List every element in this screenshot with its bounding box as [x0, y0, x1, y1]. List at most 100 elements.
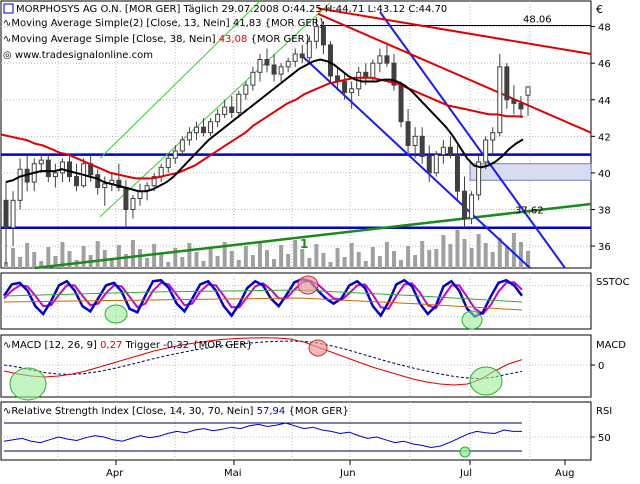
candle-body [412, 135, 418, 146]
volume-bar [279, 245, 284, 268]
candle-body [74, 176, 80, 187]
trend-lines: 48.06 37.62 1 [1, 0, 592, 270]
volume-bar [420, 241, 425, 268]
instrument-title: MORPHOSYS AG O.N. [MOR GER] Täglich 29.0… [16, 4, 447, 15]
volume-bar [67, 251, 72, 268]
volume-bar [222, 242, 227, 268]
indicator-series [2, 277, 524, 452]
candle-body [384, 55, 390, 64]
candle-body [151, 176, 157, 187]
volume-bar [511, 233, 516, 268]
resistance-line-upper [317, 7, 592, 56]
candle-body [215, 113, 221, 123]
volume-bar [518, 242, 523, 268]
rsi-label: RSI [596, 406, 612, 417]
candle-body [405, 121, 411, 146]
stoch-d-line [3, 279, 523, 316]
candle-body [285, 60, 291, 68]
candle-body [462, 190, 468, 220]
candle-body [454, 154, 460, 192]
long-term-trendline [34, 202, 592, 270]
stoch-signal-line-2 [3, 297, 523, 311]
candle-body [229, 106, 235, 114]
annotation-wave-1: 1 [300, 237, 308, 251]
volume-bar [39, 261, 44, 268]
volume-bar [307, 258, 312, 268]
volume-bar [363, 261, 368, 268]
volume-bar [95, 241, 100, 268]
moving-averages [0, 58, 524, 193]
volume-bar [272, 259, 277, 268]
volume-bar [490, 252, 495, 268]
candle-body [525, 86, 531, 96]
uptrend-channel-lower [99, 2, 331, 218]
stoch-k-line [2, 277, 524, 319]
volume-bar [384, 242, 389, 268]
volume-bar [145, 258, 150, 268]
candle-body [497, 66, 503, 134]
ma13-line [5, 58, 524, 193]
volume-bar [370, 247, 375, 268]
macd-legend: ∿MACD [12, 26, 9] 0,27 Trigger -0,32 {MO… [3, 340, 253, 351]
volume-bar [46, 247, 51, 268]
volume-bar [250, 255, 255, 268]
volume-bar [130, 240, 135, 268]
y-tick-label: 40 [598, 169, 611, 180]
candle-body [201, 126, 207, 134]
volume-bar [116, 245, 121, 268]
volume-bar [229, 251, 234, 268]
candle-body [320, 26, 326, 46]
candle-body [257, 59, 263, 73]
volume-bar [321, 253, 326, 268]
volume-bar [504, 247, 509, 268]
volume-bar [60, 242, 65, 268]
y-tick-label: 38 [598, 205, 611, 216]
candle-body [511, 99, 517, 104]
candle-body [504, 66, 510, 101]
macd-legend-icon: ∿ [3, 340, 11, 351]
rsi-line [3, 422, 522, 449]
candle-body [419, 135, 425, 157]
candle-body [116, 179, 122, 189]
candle-body [250, 71, 256, 86]
stoch-buy-signal-2 [461, 310, 483, 330]
candle-body [165, 157, 171, 168]
volume-bar [328, 262, 333, 268]
candle-body [398, 84, 404, 123]
y-tick-label: 48 [598, 23, 611, 34]
ma13-legend-icon: ∿ [3, 18, 11, 29]
candle-body [158, 166, 164, 178]
x-tick-label: Jun [339, 468, 356, 479]
y-tick-label: 42 [598, 132, 611, 143]
candle-body [137, 190, 143, 200]
candle-body [518, 102, 524, 110]
candle-body [38, 159, 44, 165]
stoch-sell-signal [297, 275, 319, 295]
volume-bar [441, 235, 446, 268]
volume-bar [406, 246, 411, 268]
candle-body [306, 40, 312, 59]
volume-bar [208, 247, 213, 268]
volume-bar [109, 259, 114, 268]
volume-bar [81, 246, 86, 268]
volume-bar [180, 257, 185, 268]
volume-bar [448, 244, 453, 268]
stoch-buy-signal [104, 304, 128, 324]
y-tick-label: 36 [598, 242, 611, 253]
candle-body [236, 93, 242, 114]
downtrend-channel-lower [299, 53, 531, 269]
instrument-icon [3, 3, 14, 14]
volume-bar [526, 251, 530, 268]
volume-bar [236, 260, 241, 268]
volume-bar [413, 255, 418, 268]
volume-bar [455, 230, 460, 268]
volume-bar [434, 249, 439, 268]
volume-bar [293, 240, 298, 268]
candle-body [130, 198, 136, 210]
rsi-signal [459, 446, 471, 458]
candle-body [95, 174, 101, 189]
ma38-legend: ∿Moving Average Simple [Close, 38, Nein]… [3, 34, 311, 45]
volume-bar [377, 256, 382, 268]
volume-bar [138, 249, 143, 268]
